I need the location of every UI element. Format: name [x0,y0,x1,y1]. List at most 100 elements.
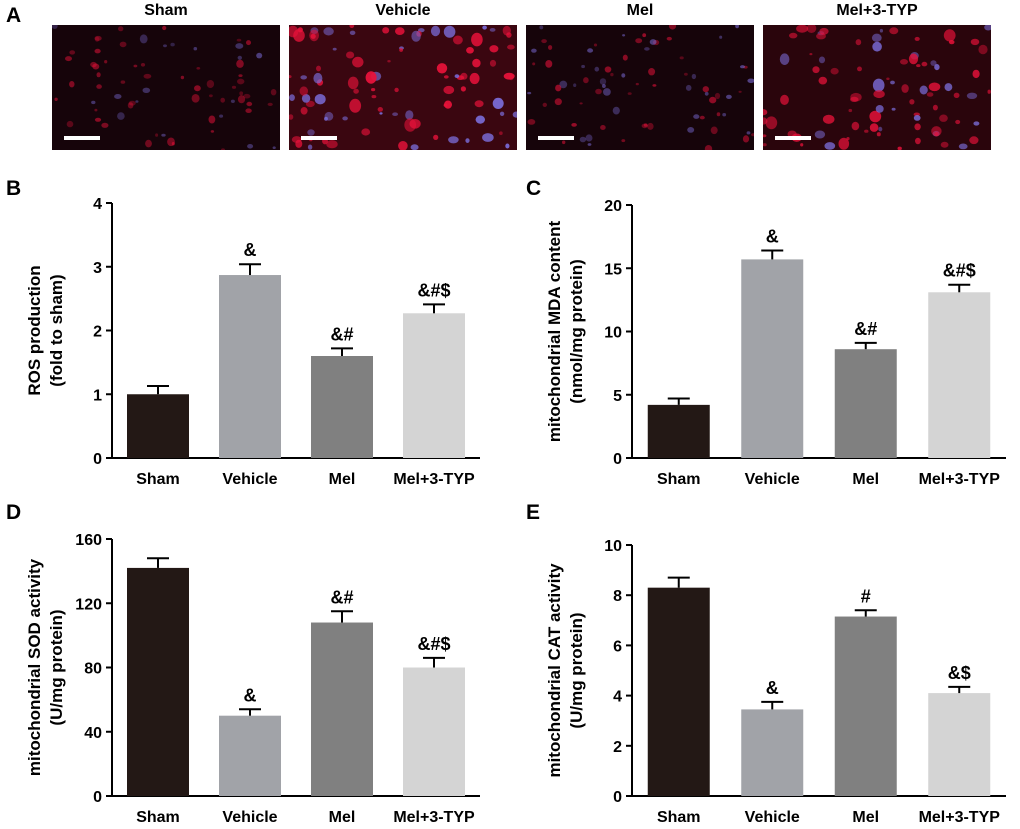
nucleus-dot [114,94,122,99]
ros-signal-dot [714,92,721,100]
y-tick-label: 15 [604,261,622,278]
image-label-sham: Sham [144,2,188,19]
bar [403,667,465,796]
ros-signal-dot [127,102,134,109]
y-tick-label: 1 [93,387,102,404]
ros-signal-dot [704,145,713,150]
ros-signal-dot [453,35,463,45]
nucleus-dot [587,143,592,146]
bar [647,587,710,796]
x-tick-label: Mel [329,809,356,826]
nucleus-dot [163,44,167,48]
nucleus-dot [307,144,313,150]
nucleus-dot [872,78,885,92]
nucleus-dot [531,48,537,53]
ros-signal-dot [850,92,862,102]
ros-signal-dot [806,25,817,33]
nucleus-dot [930,60,937,66]
ros-signal-dot [876,132,881,137]
x-tick-label: Vehicle [222,809,277,826]
ros-signal-dot [365,71,377,84]
ros-signal-dot [819,27,829,35]
ros-signal-dot [562,140,566,145]
ros-signal-dot [796,25,809,33]
ros-signal-dot [236,59,244,68]
ros-signal-dot [914,36,920,41]
bar [311,356,373,458]
ros-signal-dot [220,97,225,103]
nucleus-dot [579,136,587,143]
y-axis-title: (U/mg protein) [567,612,586,728]
significance-label: & [244,240,257,260]
ros-signal-dot [316,65,321,72]
ros-signal-dot [909,99,915,105]
ros-signal-dot [652,84,657,87]
ros-signal-dot [600,125,606,130]
ros-signal-dot [433,134,439,140]
ros-signal-dot [897,146,902,150]
nucleus-dot [726,94,732,99]
ros-signal-dot [864,129,869,133]
ros-signal-dot [346,51,355,59]
bar [127,394,189,458]
ros-signal-dot [763,143,767,147]
nucleus-dot [323,27,334,36]
ros-signal-dot [972,69,980,79]
panel-letter-e: E [526,501,541,524]
y-axis-title: mitochondrial CAT activity [545,563,564,778]
ros-signal-dot [780,94,789,105]
nucleus-dot [135,100,139,103]
panel-c: C 0 5 10 15 20 mitochondrial MDA content (nmol… [510,165,1020,495]
ros-signal-dot [237,95,246,104]
nucleus-dot [872,41,882,52]
ros-signal-dot [270,89,277,96]
x-tick-label: Vehicle [745,471,800,488]
ros-signal-dot [101,122,109,128]
ros-signal-dot [404,118,417,132]
micrograph-mel-canvas [526,25,754,150]
ros-signal-dot [857,66,862,72]
nucleus-dot [814,130,826,139]
nucleus-dot [307,129,315,136]
ros-signal-dot [595,88,602,95]
ros-signal-dot [352,56,364,68]
x-tick-label: Sham [657,471,701,488]
ros-signal-dot [914,123,921,131]
ros-signal-dot [886,77,890,81]
ros-signal-dot [167,137,175,147]
nucleus-dot [300,75,307,80]
nucleus-dot [539,25,544,30]
micrograph-background [289,25,517,150]
nucleus-dot [272,146,276,149]
ros-signal-dot [231,85,237,89]
ros-signal-dot [209,94,213,98]
y-axis-title: (U/mg protein) [47,609,66,725]
nucleus-dot [879,28,883,33]
ros-signal-dot [371,88,376,92]
nucleus-dot [875,105,884,113]
ros-signal-dot [237,78,245,85]
micrograph-mel [526,25,754,150]
panel-letter-d: D [6,501,22,524]
ros-signal-dot [94,35,102,41]
significance-label: # [861,586,871,606]
ros-signal-dot [238,74,243,77]
nucleus-dot [573,83,577,87]
ros-signal-dot [641,123,648,129]
nucleus-dot [237,55,242,60]
ros-signal-dot [326,140,338,149]
ros-signal-dot [349,98,362,113]
nucleus-dot [919,85,928,95]
ros-signal-dot [155,133,159,137]
ros-signal-dot [387,60,391,63]
y-tick-label: 120 [75,596,102,613]
bar [127,567,189,796]
nucleus-dot [587,48,594,53]
bar [219,275,281,458]
y-tick-label: 80 [84,661,102,678]
nucleus-dot [313,72,323,84]
ros-signal-dot [94,108,98,112]
ros-signal-dot [120,80,126,84]
ros-signal-dot [627,92,632,95]
ros-signal-dot [206,80,215,88]
